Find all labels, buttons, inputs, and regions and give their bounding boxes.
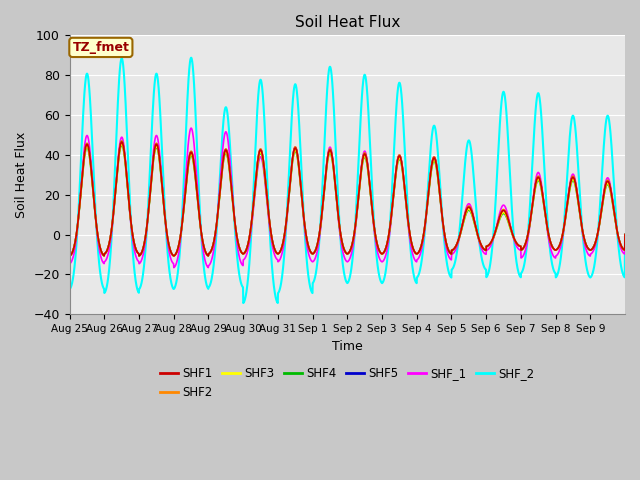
SHF_1 (188, 125, 195, 131)
SHF5 (614, 230, 621, 236)
SHF1 (118, 139, 125, 145)
SHF_2 (188, 55, 195, 60)
SHF1 (614, 230, 621, 236)
SHF5 (118, 139, 125, 144)
SHF4 (66, 253, 74, 259)
SHF3 (381, 247, 389, 253)
SHF3 (122, 161, 129, 167)
SHF5 (381, 247, 389, 253)
SHF1 (122, 159, 129, 165)
SHF_2 (381, 272, 389, 278)
SHF3 (515, 243, 523, 249)
SHF_1 (547, 244, 554, 250)
X-axis label: Time: Time (332, 339, 363, 353)
SHF1 (547, 239, 554, 244)
SHF1 (381, 247, 389, 253)
SHF_2 (614, 233, 621, 239)
SHF4 (122, 161, 129, 167)
SHF1 (515, 243, 523, 249)
SHF_2 (621, 232, 629, 238)
SHF_2 (121, 91, 129, 96)
Line: SHF1: SHF1 (70, 142, 625, 256)
Line: SHF3: SHF3 (70, 144, 625, 256)
SHF3 (621, 232, 629, 238)
SHF2 (66, 253, 74, 259)
SHF5 (621, 232, 629, 238)
SHF_1 (621, 232, 629, 238)
SHF_1 (242, 254, 250, 260)
SHF4 (118, 142, 125, 148)
SHF1 (242, 249, 250, 254)
SHF3 (170, 253, 178, 259)
SHF_2 (66, 286, 74, 292)
SHF_1 (66, 261, 74, 266)
Y-axis label: Soil Heat Flux: Soil Heat Flux (15, 132, 28, 218)
SHF3 (547, 239, 554, 244)
SHF5 (515, 243, 523, 249)
SHF4 (381, 247, 389, 253)
SHF1 (66, 253, 74, 259)
Text: TZ_fmet: TZ_fmet (72, 41, 129, 54)
SHF2 (547, 239, 554, 244)
SHF1 (621, 232, 629, 238)
SHF3 (242, 249, 250, 254)
SHF4 (242, 249, 250, 254)
SHF_2 (242, 294, 250, 300)
SHF4 (547, 239, 554, 244)
SHF_2 (239, 300, 247, 306)
SHF5 (66, 253, 74, 259)
SHF_1 (614, 232, 621, 238)
SHF_1 (121, 154, 129, 159)
SHF_1 (515, 246, 523, 252)
Line: SHF4: SHF4 (70, 145, 625, 256)
SHF_1 (170, 265, 178, 271)
SHF3 (118, 141, 125, 147)
SHF4 (515, 243, 523, 249)
SHF2 (381, 247, 389, 253)
SHF2 (242, 249, 250, 254)
Line: SHF_1: SHF_1 (70, 128, 625, 268)
SHF1 (170, 253, 178, 259)
SHF_2 (547, 249, 554, 254)
SHF5 (170, 253, 178, 259)
SHF4 (614, 231, 621, 237)
Line: SHF2: SHF2 (70, 141, 625, 256)
SHF2 (614, 230, 621, 236)
SHF3 (66, 253, 74, 259)
SHF2 (621, 232, 629, 238)
SHF5 (242, 249, 250, 254)
SHF5 (547, 239, 554, 244)
SHF4 (170, 253, 178, 259)
SHF3 (614, 230, 621, 236)
Line: SHF_2: SHF_2 (70, 58, 625, 303)
Line: SHF5: SHF5 (70, 142, 625, 256)
SHF5 (122, 158, 129, 164)
SHF_1 (381, 254, 389, 260)
SHF2 (118, 138, 125, 144)
SHF2 (170, 253, 178, 259)
SHF2 (515, 243, 523, 249)
SHF_2 (515, 271, 523, 276)
Title: Soil Heat Flux: Soil Heat Flux (294, 15, 400, 30)
SHF2 (122, 158, 129, 164)
SHF4 (621, 232, 629, 238)
Legend: SHF1, SHF2, SHF3, SHF4, SHF5, SHF_1, SHF_2: SHF1, SHF2, SHF3, SHF4, SHF5, SHF_1, SHF… (156, 362, 540, 403)
